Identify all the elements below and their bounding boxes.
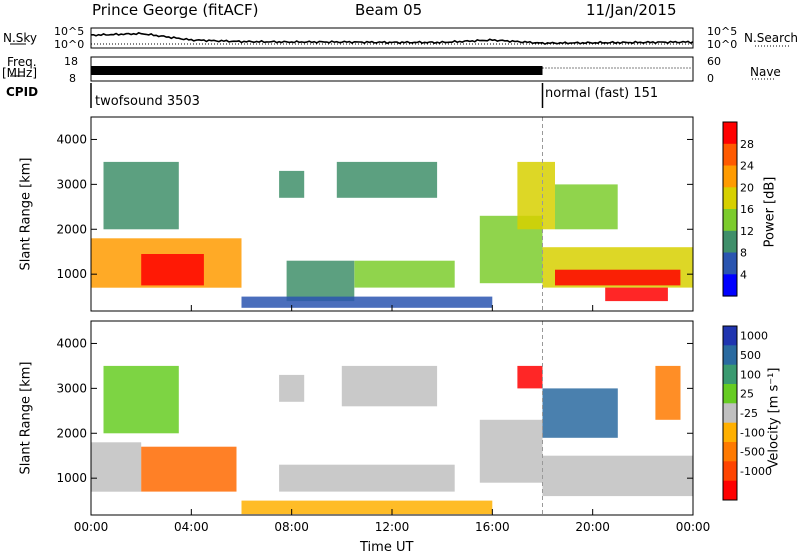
date-label: 11/Jan/2015	[586, 1, 677, 19]
velocity-colorbar-frame	[722, 325, 738, 501]
cpid-segment-1: twofsound 3503	[95, 94, 200, 109]
velocity-colorbar-tick-5: -100	[740, 426, 765, 439]
velocity-ytick-label-3: 4000	[56, 336, 87, 350]
velocity-colorbar-swatch-6	[723, 442, 737, 462]
velocity-colorbar-tick-0: 1000	[740, 330, 768, 343]
velocity-colorbar-swatch-7	[723, 461, 737, 482]
velocity-region-6	[341, 365, 438, 407]
station-title: Prince George (fitACF)	[92, 1, 259, 19]
power-colorbar-tick-1: 8	[740, 247, 747, 260]
cpid-label: CPID	[6, 85, 39, 99]
velocity-colorbar-tick-3: 25	[740, 388, 754, 401]
xtick-label-0: 00:00	[74, 520, 109, 534]
noise-left-top-tick: 10^5	[54, 25, 85, 38]
power-colorbar-swatch-5	[723, 230, 737, 254]
xtick-label-1: 04:00	[174, 520, 209, 534]
velocity-region-11	[655, 365, 681, 420]
noise-right-bottom-tick: 10^0	[707, 38, 738, 51]
velocity-colorbar-swatch-0	[723, 326, 737, 346]
xtick-label-4: 16:00	[475, 520, 510, 534]
velocity-region-2	[103, 365, 179, 434]
power-region-1	[141, 254, 204, 286]
noise-panel-frame	[90, 27, 694, 49]
velocity-colorbar-tick-4: -25	[740, 407, 758, 420]
power-region-11	[555, 269, 681, 286]
cpid-segment-2: normal (fast) 151	[545, 86, 659, 101]
power-region-3	[286, 260, 355, 302]
power-ytick-label-2: 3000	[56, 177, 87, 191]
noise-right-top-tick: 10^5	[707, 25, 738, 38]
nsky-label: N.Sky	[3, 31, 38, 45]
power-colorbar-swatch-6	[723, 252, 737, 275]
velocity-colorbar-tick-2: 100	[740, 368, 761, 381]
velocity-region-3	[241, 500, 493, 515]
power-ytick-label-3: 4000	[56, 132, 87, 146]
velocity-colorbar-swatch-1	[723, 345, 737, 366]
freq-top-tick: 18	[64, 55, 78, 68]
power-ytick-label-0: 1000	[56, 267, 87, 281]
velocity-region-1	[141, 446, 237, 492]
power-region-6	[279, 170, 305, 198]
power-region-5	[336, 161, 438, 198]
power-region-12	[605, 287, 668, 302]
velocity-colorbar-swatch-5	[723, 422, 737, 443]
velocity-colorbar-tick-6: -500	[740, 446, 765, 459]
velocity-colorbar-swatch-3	[723, 384, 737, 404]
velocity-region-8	[517, 365, 543, 389]
xtick-label-6: 00:00	[676, 520, 711, 534]
nsky-line	[91, 31, 694, 46]
velocity-region-9	[542, 455, 693, 497]
power-colorbar-tick-3: 16	[740, 203, 754, 216]
xtick-label-5: 20:00	[575, 520, 610, 534]
power-colorbar-swatch-2	[723, 165, 737, 188]
beam-label: Beam 05	[355, 1, 423, 19]
power-colorbar-frame	[722, 121, 738, 297]
freq-trace-twofsound	[91, 66, 543, 75]
nave-bottom-tick: 0	[707, 72, 714, 85]
power-colorbar-tick-5: 24	[740, 160, 754, 173]
power-colorbar-swatch-4	[723, 209, 737, 232]
x-axis-label: Time UT	[360, 540, 414, 555]
velocity-region-7	[479, 419, 543, 483]
power-colorbar-swatch-1	[723, 143, 737, 167]
power-colorbar-swatch-7	[723, 274, 737, 297]
velocity-region-5	[279, 374, 305, 402]
power-region-4	[354, 260, 455, 288]
velocity-colorbar-swatch-2	[723, 364, 737, 385]
freq-label-line1: Freq.	[7, 55, 37, 69]
power-region-7	[241, 296, 493, 308]
velocity-region-0	[91, 442, 142, 492]
velocity-colorbar-tick-7: -1000	[740, 465, 772, 478]
velocity-ytick-label-0: 1000	[56, 471, 87, 485]
xtick-label-2: 08:00	[274, 520, 309, 534]
xtick-label-3: 12:00	[375, 520, 410, 534]
power-colorbar-swatch-0	[723, 122, 737, 145]
power-colorbar-tick-0: 4	[740, 268, 747, 281]
power-colorbar-tick-4: 20	[740, 181, 754, 194]
nsearch-label: N.Search	[744, 31, 799, 45]
power-colorbar-tick-2: 12	[740, 225, 754, 238]
nave-top-tick: 60	[707, 55, 721, 68]
velocity-colorbar-swatch-4	[723, 403, 737, 424]
power-colorbar-swatch-3	[723, 187, 737, 210]
noise-left-bottom-tick: 10^0	[54, 38, 85, 51]
velocity-colorbar-swatch-8	[723, 480, 737, 501]
velocity-region-10	[542, 388, 618, 438]
velocity-ytick-label-2: 3000	[56, 381, 87, 395]
power-region-9	[517, 161, 555, 230]
power-ytick-label-1: 2000	[56, 222, 87, 236]
power-region-13	[555, 184, 618, 230]
power-colorbar-tick-6: 28	[740, 138, 754, 151]
velocity-region-4	[279, 464, 455, 492]
velocity-ytick-label-1: 2000	[56, 426, 87, 440]
nave-label: Nave	[750, 65, 781, 79]
velocity-colorbar-tick-1: 500	[740, 349, 761, 362]
power-region-2	[103, 161, 179, 230]
freq-bottom-tick: 8	[69, 72, 76, 85]
